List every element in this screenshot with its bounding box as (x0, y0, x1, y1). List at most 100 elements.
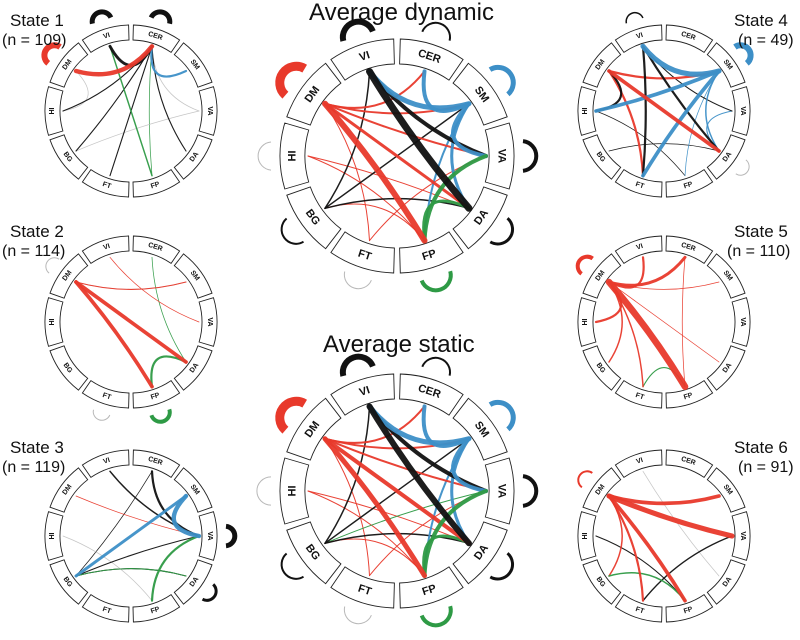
state6-edge-dm-ft (607, 494, 645, 602)
state4-segment-fp (665, 168, 714, 198)
state6-segment-da (706, 559, 746, 605)
state3-segment-fp (132, 593, 181, 623)
avg_static-self-vi (339, 353, 376, 377)
state1-edges (62, 44, 200, 177)
state1-segment-fp (132, 168, 181, 198)
state2-label-va: VA (206, 317, 213, 326)
state6-segment-hi (577, 511, 597, 561)
state4-label-fp: FP (683, 181, 694, 191)
state4-edge-vi-da (641, 45, 721, 153)
state3-count: (n = 119) (2, 459, 66, 476)
avg_dynamic-label-ft: FT (356, 248, 373, 264)
avg_static-self-cer (421, 356, 451, 376)
avg_dynamic-self-vi (339, 18, 376, 42)
state6-segment-sm (706, 467, 746, 513)
state2-self-ft (92, 409, 111, 421)
state2-edge-cer-da (151, 256, 187, 363)
avg_static-edge-bg-fp (324, 538, 425, 577)
state6-edge-dm-va (606, 493, 735, 539)
state1-label-hi: HI (49, 107, 56, 114)
state6-segment-vi (614, 449, 663, 479)
state2-segment-da (173, 345, 213, 391)
state3-edge-sm-bg (74, 494, 188, 578)
avg_dynamic-segment-hi (279, 122, 310, 190)
avg_static-edge-sm-va (451, 436, 488, 493)
state4-edge-dm-da (607, 69, 721, 153)
avg_dynamic-self-ft (343, 271, 372, 290)
state1-count: (n = 109) (2, 32, 67, 49)
state5-label-ft: FT (635, 392, 646, 402)
state4-segment-cer (665, 24, 714, 54)
state1-segment-sm (173, 42, 213, 88)
avg_dynamic-segment-fp (399, 231, 464, 274)
state3-label-sm: SM (189, 484, 201, 497)
state5-count: (n = 110) (727, 243, 791, 260)
state2-self-fp (149, 408, 172, 424)
state5-label-vi: VI (635, 243, 644, 252)
avg_static-edge-bg-va (324, 490, 487, 544)
state3-label-da: DA (189, 576, 201, 588)
state1-label-vi: VI (102, 32, 111, 41)
state3-edge-cer-bg (75, 470, 153, 577)
state2-count: (n = 114) (2, 243, 66, 260)
avg_static-label-fp: FP (421, 583, 438, 599)
state6-edge-vi-da (642, 470, 720, 577)
avg_static-segment-va (484, 457, 515, 525)
state6-segment-va (731, 511, 751, 561)
state4-segment-bg (582, 134, 622, 180)
state3-edge-va-bg (75, 535, 200, 577)
state1-edge-hi-dm (62, 70, 89, 112)
state6-label-vi: VI (635, 457, 644, 466)
state4-self-connections (625, 11, 754, 176)
state3-edge-sm-va (171, 493, 202, 539)
avg_dynamic-self-dm (275, 61, 307, 99)
state2-title: State 2 (10, 222, 64, 241)
avg_dynamic-edges (307, 67, 488, 244)
state3-segment-cer (132, 449, 181, 479)
state2-label-fp: FP (150, 392, 161, 402)
state6-self-dm (577, 470, 593, 489)
state4-segment-ft (614, 168, 663, 198)
avg_static-segment-da (452, 521, 508, 585)
state1-segment-bg (49, 134, 89, 180)
avg_static-segment-ft (330, 566, 395, 609)
state4-segment-va (731, 86, 751, 136)
state5-label-cer: CER (680, 242, 696, 253)
state2-self-connections (45, 257, 172, 424)
state1-label-cer: CER (147, 31, 163, 42)
state6-segment-ft (614, 593, 663, 623)
avg_dynamic-self-da (489, 217, 515, 246)
state5-segment-ft (614, 379, 663, 409)
avg_dynamic-segment-dm (286, 62, 342, 126)
avg_dynamic-edge-ft-dm (324, 103, 370, 242)
avg_static-self-va (522, 474, 539, 508)
state3-label-vi: VI (102, 457, 111, 466)
avg_static-segment-dm (286, 397, 342, 461)
state1-edge-cer-da (151, 45, 187, 152)
avg_dynamic-segment-sm (452, 62, 508, 126)
state4-edge-vi-ft (641, 45, 647, 177)
state1-edge-cer-dm (73, 44, 155, 77)
state5-segment-da (706, 345, 746, 391)
avg_static-segment-fp (399, 566, 464, 609)
state5-label-fp: FP (683, 392, 694, 402)
state6-label-cer: CER (680, 456, 696, 467)
state2-self-dm (45, 257, 60, 274)
state4-self-vi (625, 11, 644, 24)
avg_static-segment-bg (286, 521, 342, 585)
average-static-title: Average static (323, 331, 475, 358)
state4-label-cer: CER (680, 31, 696, 42)
state2-label-hi: HI (49, 318, 56, 325)
avg_static-edge-hi-fp (307, 490, 425, 577)
state1-edge-vi-fp (109, 45, 153, 177)
avg_static-edge-sm-fp (423, 437, 470, 577)
avg_static-segment-hi (279, 457, 310, 525)
avg_dynamic-label-va: VA (496, 149, 508, 164)
state6-label-va: VA (739, 531, 746, 540)
